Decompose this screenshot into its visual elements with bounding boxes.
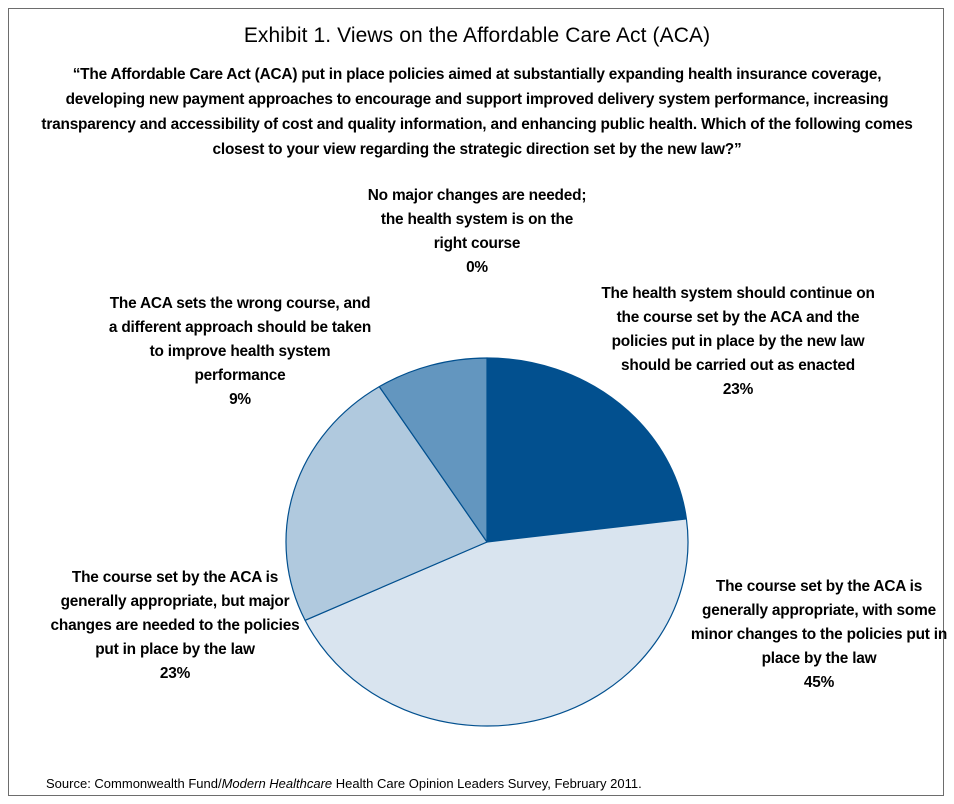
slice-continue-as-enacted <box>486 357 688 543</box>
slice-label-text: The health system should continue on the… <box>601 285 875 374</box>
slice-label-minor-changes: The course set by the ACA is generally a… <box>683 575 954 695</box>
survey-question: “The Affordable Care Act (ACA) put in pl… <box>41 66 913 158</box>
source-publication: Modern Healthcare <box>221 776 333 791</box>
slice-label-text: The ACA sets the wrong course, and a dif… <box>108 295 372 384</box>
slice-percent: 9% <box>229 391 251 408</box>
slice-label-major-changes: The course set by the ACA is generally a… <box>40 566 310 686</box>
slice-label-continue-as-enacted: The health system should continue on the… <box>596 282 880 402</box>
slice-minor-changes <box>304 518 689 727</box>
source-suffix: Health Care Opinion Leaders Survey, Febr… <box>332 776 642 791</box>
source-prefix: Source: Commonwealth Fund/ <box>46 776 222 791</box>
slice-label-wrong-course: The ACA sets the wrong course, and a dif… <box>105 292 375 412</box>
slice-major-changes <box>285 386 488 621</box>
slice-wrong-course <box>378 357 488 543</box>
source-note: Source: Commonwealth Fund/Modern Healthc… <box>46 776 642 791</box>
chart-title: Exhibit 1. Views on the Affordable Care … <box>243 24 711 47</box>
slice-percent: 23% <box>159 665 191 682</box>
slice-percent: 45% <box>803 674 835 691</box>
slice-percent: 0% <box>466 259 488 276</box>
slice-label-no-major-changes: No major changes are needed; the health … <box>364 184 590 280</box>
slice-percent: 23% <box>722 381 754 398</box>
slice-label-text: The course set by the ACA is generally a… <box>50 569 300 658</box>
slice-label-text: No major changes are needed; the health … <box>367 187 587 252</box>
slice-label-text: The course set by the ACA is generally a… <box>690 578 948 667</box>
